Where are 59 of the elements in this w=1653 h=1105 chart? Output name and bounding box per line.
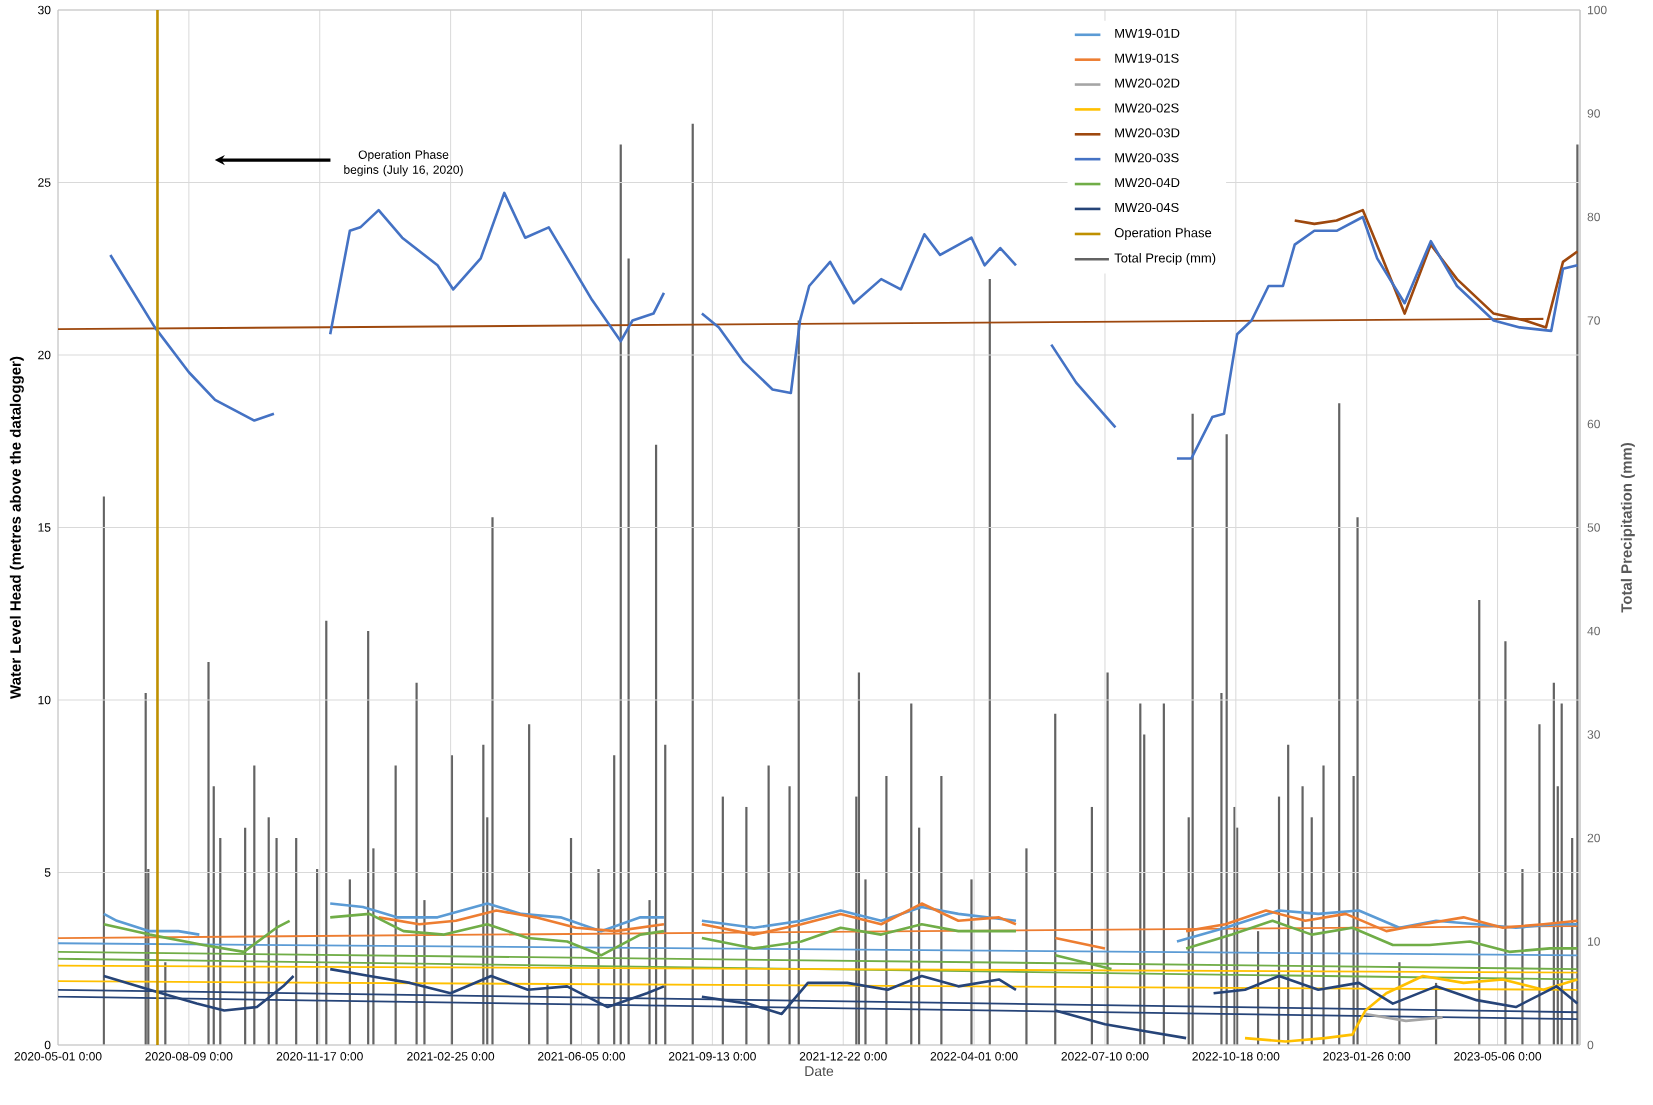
y2-tick-label: 80 bbox=[1587, 212, 1600, 222]
bar bbox=[1504, 641, 1507, 1045]
x-tick-label: 2021-02-25 0:00 bbox=[407, 1052, 495, 1061]
x-tick-label: 2020-05-01 0:00 bbox=[14, 1052, 102, 1061]
x-tick-label: 2022-04-01 0:00 bbox=[930, 1052, 1018, 1061]
y-tick-label: 15 bbox=[38, 523, 51, 532]
annotation: Operation Phase begins (July 16, 2020) bbox=[344, 150, 463, 177]
y2-tick-label: 50 bbox=[1587, 523, 1600, 532]
bar bbox=[1576, 144, 1579, 1045]
y-axis-title: Water Level Head (metres above the datalogger) bbox=[9, 356, 24, 699]
y-tick-label: 20 bbox=[38, 350, 51, 360]
bar bbox=[1106, 672, 1109, 1045]
y2-tick-label: 0 bbox=[1587, 1040, 1594, 1050]
legend-label: MW19-01D bbox=[1115, 28, 1180, 38]
x-tick-label: 2020-08-09 0:00 bbox=[145, 1052, 233, 1061]
bar bbox=[1322, 765, 1325, 1045]
bar bbox=[1538, 724, 1541, 1045]
bar bbox=[1025, 848, 1028, 1045]
legend-label: MW19-01S bbox=[1115, 53, 1179, 63]
bar bbox=[885, 775, 888, 1045]
bar bbox=[1220, 693, 1223, 1045]
legend-label: Operation Phase bbox=[1114, 227, 1212, 240]
x-tick-label: 2020-11-17 0:00 bbox=[276, 1052, 363, 1061]
y2-tick-label: 30 bbox=[1587, 730, 1600, 739]
y2-tick-label: 20 bbox=[1587, 833, 1600, 843]
bar bbox=[491, 517, 494, 1045]
y2-tick-label: 90 bbox=[1587, 109, 1600, 118]
legend-label: MW20-02D bbox=[1115, 78, 1180, 88]
y-tick-label: 5 bbox=[44, 868, 51, 877]
legend-label: MW20-04S bbox=[1115, 202, 1179, 213]
bar bbox=[372, 848, 375, 1045]
y2-tick-label: 100 bbox=[1588, 5, 1607, 15]
x-tick-label: 2022-07-10 0:00 bbox=[1061, 1052, 1149, 1061]
x-tick-label: 2023-05-06 0:00 bbox=[1454, 1052, 1542, 1061]
legend-label: Total Precip (mm) bbox=[1114, 252, 1216, 266]
y2-tick-label: 10 bbox=[1588, 937, 1600, 946]
legend-label: MW20-03S bbox=[1115, 153, 1179, 163]
legend-label: MW20-04D bbox=[1115, 178, 1180, 188]
y2-tick-label: 70 bbox=[1587, 316, 1600, 325]
legend-label: MW20-02S bbox=[1115, 103, 1179, 113]
y2-tick-label: 40 bbox=[1587, 626, 1600, 636]
bar bbox=[275, 838, 278, 1045]
y-tick-label: 0 bbox=[44, 1040, 51, 1050]
x-tick-label: 2023-01-26 0:00 bbox=[1323, 1052, 1411, 1061]
y2-axis-title: Total Precipitation (mm) bbox=[1620, 442, 1635, 613]
x-tick-label: 2022-10-18 0:00 bbox=[1192, 1052, 1280, 1061]
y-tick-label: 10 bbox=[38, 695, 51, 705]
bar bbox=[207, 662, 210, 1045]
y-tick-label: 30 bbox=[38, 5, 51, 15]
bar bbox=[1356, 517, 1359, 1045]
bar bbox=[415, 682, 418, 1045]
y2-tick-label: 60 bbox=[1587, 419, 1600, 429]
x-tick-label: 2021-12-22 0:00 bbox=[799, 1052, 887, 1061]
x-tick-label: 2021-09-13 0:00 bbox=[668, 1052, 756, 1061]
x-tick-label: 2021-06-05 0:00 bbox=[538, 1052, 626, 1061]
legend-label: MW20-03D bbox=[1115, 128, 1180, 138]
x-axis-title: Date bbox=[805, 1066, 834, 1077]
y-tick-label: 25 bbox=[38, 178, 51, 187]
bar bbox=[788, 786, 791, 1045]
